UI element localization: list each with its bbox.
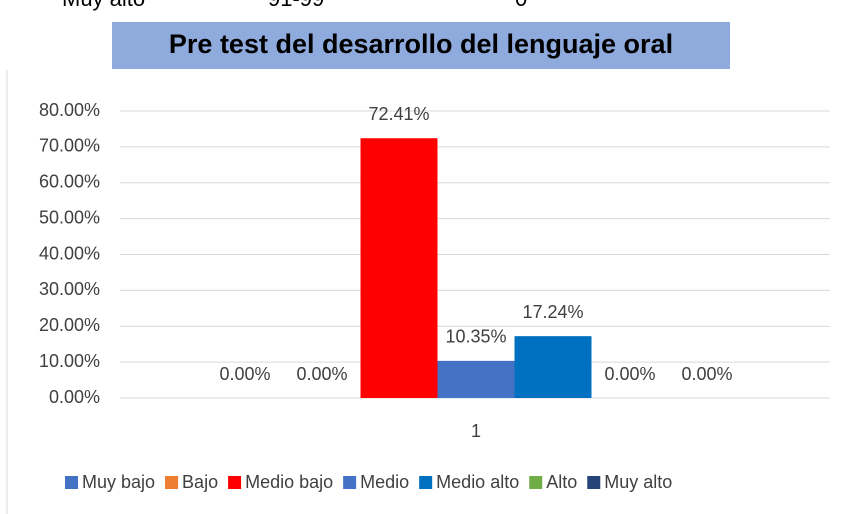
legend-label: Medio alto [436, 472, 519, 492]
y-tick-label: 50.00% [39, 207, 100, 227]
data-label: 0.00% [604, 364, 655, 384]
y-tick-label: 40.00% [39, 243, 100, 263]
legend-swatch [228, 476, 242, 489]
data-label: 17.24% [522, 302, 583, 322]
chart-title: Pre test del desarrollo del lenguaje ora… [169, 29, 673, 59]
data-label: 0.00% [681, 364, 732, 384]
data-label: 10.35% [445, 327, 506, 347]
y-tick-label: 30.00% [39, 279, 100, 299]
cropped-text: Muy alto [62, 0, 145, 11]
y-tick-label: 0.00% [49, 387, 100, 407]
legend-label: Muy alto [604, 472, 672, 492]
legend-label: Muy bajo [82, 472, 155, 492]
cropped-text: 91-99 [268, 0, 324, 11]
legend-label: Medio bajo [245, 472, 333, 492]
legend-swatch [587, 476, 601, 489]
legend-swatch [165, 476, 179, 489]
legend-swatch [529, 476, 543, 489]
x-tick-label: 1 [471, 421, 481, 441]
legend-swatch [65, 476, 78, 489]
bar [514, 336, 592, 398]
legend-label: Bajo [182, 472, 218, 492]
legend-label: Medio [360, 472, 409, 492]
cropped-text: 0 [515, 0, 527, 11]
data-label: 0.00% [296, 364, 347, 384]
title-background [112, 22, 730, 69]
y-tick-label: 70.00% [39, 136, 100, 156]
legend-swatch [343, 476, 357, 489]
data-label: 72.41% [368, 104, 429, 124]
legend-swatch [419, 476, 433, 489]
y-tick-label: 10.00% [39, 351, 100, 371]
y-tick-label: 80.00% [39, 100, 100, 120]
bar [360, 138, 438, 398]
bar [437, 360, 515, 398]
data-label: 0.00% [219, 364, 270, 384]
y-tick-label: 60.00% [39, 172, 100, 192]
y-tick-label: 20.00% [39, 315, 100, 335]
legend-label: Alto [546, 472, 577, 492]
